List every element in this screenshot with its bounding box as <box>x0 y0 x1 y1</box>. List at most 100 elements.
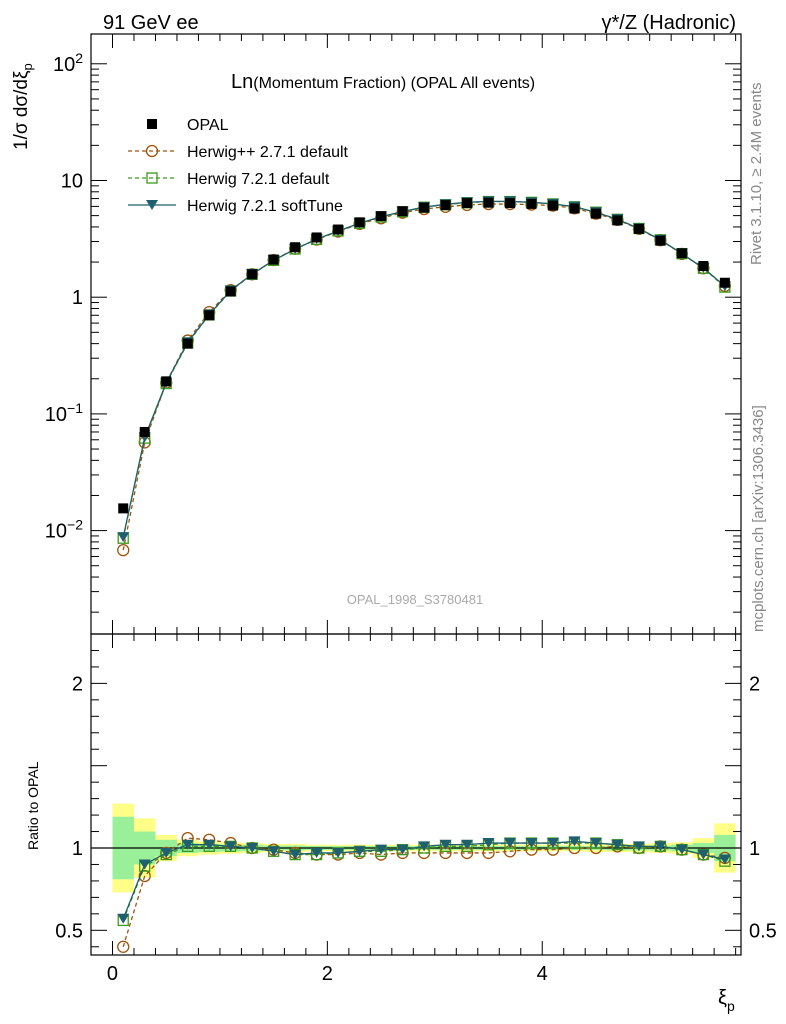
title-rest: (Momentum Fraction) (OPAL All events) <box>253 75 535 92</box>
main-point-opal-28 <box>719 277 730 288</box>
main-point-opal-7 <box>268 254 279 265</box>
main-y-axis-label: 1/σ dσ/dξp <box>11 63 35 150</box>
ratio-point-herwig-7-2-1-softtune-6 <box>246 843 259 853</box>
axes-frames: 0 2 4 10−2 10−1 1 10 102 0.5 0.5 1 1 2 2 <box>45 33 777 985</box>
header-right: γ*/Z (Hadronic) <box>602 12 736 34</box>
main-point-opal-17 <box>483 197 494 208</box>
ratio-point-herwig-7-2-1-softtune-10 <box>332 847 345 858</box>
ratio-point-herwig-7-2-1-softtune-27 <box>697 849 710 860</box>
main-point-opal-5 <box>225 286 236 297</box>
legend-marker-herwig7-default <box>146 172 158 184</box>
rivet-label: Rivet 3.1.10, ≥ 2.4M events <box>748 83 765 266</box>
main-point-opal-13 <box>397 206 408 217</box>
ratio-point-herwig-7-2-1-softtune-26 <box>675 844 688 855</box>
main-point-opal-8 <box>290 242 301 253</box>
mcplots-label: mcplots.cern.ch [arXiv:1306.3436] <box>750 405 767 632</box>
legend-label-opal: OPAL <box>187 117 229 134</box>
ratio-point-herwig-7-2-1-softtune-17 <box>482 838 495 849</box>
ratio-line-herwig-7-2-1-default <box>122 842 726 921</box>
ratio-y-tick-label-left-1: 1 <box>72 838 83 860</box>
main-point-opal-12 <box>376 211 387 222</box>
ratio-y-tick-label-left-2: 2 <box>72 673 83 695</box>
ratio-point-herwig-7-2-1-softtune-22 <box>589 838 602 849</box>
main-point-opal-14 <box>419 202 430 213</box>
main-point-opal-2 <box>161 376 172 387</box>
ratio-point-herwig-7-2-1-softtune-25 <box>654 841 667 852</box>
main-point-opal-21 <box>569 203 580 214</box>
main-point-opal-15 <box>440 200 451 211</box>
ratio-plot-area <box>91 803 741 953</box>
analysis-watermark: OPAL_1998_S3780481 <box>347 592 483 607</box>
ratio-point-herwig-7-2-1-softtune-21 <box>568 836 581 847</box>
legend-label-herwig7-default: Herwig 7.2.1 default <box>187 171 330 188</box>
main-point-opal-6 <box>247 269 258 280</box>
main-point-opal-26 <box>676 248 687 259</box>
main-point-opal-24 <box>633 223 644 234</box>
main-line-herwig-2-7-1-default <box>122 203 726 551</box>
main-point-herwig-7-2-1-softtune-0 <box>117 532 130 543</box>
main-y-tick-label-100: 102 <box>53 50 83 76</box>
ratio-y-axis-label: Ratio to OPAL <box>25 761 41 850</box>
main-point-opal-11 <box>354 217 365 228</box>
main-y-tick-label-0.1: 10−1 <box>45 400 83 426</box>
ratio-point-herwig-7-2-1-softtune-7 <box>267 846 280 857</box>
legend-entry-herwig7-default: Herwig 7.2.1 default <box>128 171 330 188</box>
ratio-point-herwig-7-2-1-softtune-9 <box>310 847 323 858</box>
main-point-opal-10 <box>333 224 344 235</box>
ratio-point-herwig-7-2-1-softtune-12 <box>375 844 388 855</box>
ratio-line-herwig-2-7-1-default <box>122 837 725 947</box>
ratio-point-herwig-7-2-1-softtune-20 <box>546 838 559 849</box>
ratio-point-herwig-7-2-1-softtune-23 <box>611 839 624 850</box>
ratio-point-herwig-7-2-1-softtune-11 <box>353 846 366 857</box>
legend: OPAL Herwig++ 2.7.1 default Herwig 7.2.1… <box>128 117 349 215</box>
legend-marker-herwig7-softtune <box>146 200 158 210</box>
ratio-point-herwig-7-2-1-softtune-16 <box>461 839 474 850</box>
header-left: 91 GeV ee <box>103 12 199 34</box>
ratio-point-herwig-7-2-1-softtune-4 <box>203 839 216 850</box>
ratio-point-herwig-7-2-1-softtune-8 <box>289 849 302 860</box>
main-point-herwig-2-7-1-default-0 <box>117 543 130 557</box>
main-y-tick-label-0.01: 10−2 <box>45 517 83 543</box>
main-line-herwig-7-2-1-softtune <box>122 200 726 538</box>
ratio-y-tick-label-right-1: 1 <box>749 838 760 860</box>
main-point-opal-16 <box>462 198 473 209</box>
x-tick-label-0: 0 <box>107 963 118 985</box>
legend-entry-herwigpp: Herwig++ 2.7.1 default <box>128 144 349 161</box>
main-plot-title: Ln(Momentum Fraction) (OPAL All events) <box>231 71 535 93</box>
main-point-opal-25 <box>655 235 666 246</box>
main-line-herwig-7-2-1-default <box>122 200 726 539</box>
ratio-point-herwig-7-2-1-softtune-1 <box>138 859 151 870</box>
ratio-y-tick-label-right-0.5: 0.5 <box>749 920 777 942</box>
main-y-tick-label-1: 1 <box>72 287 83 309</box>
legend-marker-herwigpp <box>145 144 159 158</box>
ratio-point-herwig-7-2-1-softtune-13 <box>396 844 409 855</box>
legend-entry-herwig7-softtune: Herwig 7.2.1 softTune <box>128 198 343 215</box>
x-axis-label: ξp <box>718 987 735 1014</box>
ratio-point-herwig-7-2-1-softtune-2 <box>160 847 173 858</box>
main-point-opal-3 <box>182 338 193 349</box>
ratio-point-herwig-7-2-1-softtune-3 <box>181 839 194 850</box>
ratio-point-herwig-7-2-1-softtune-5 <box>224 841 237 852</box>
main-point-opal-0 <box>118 503 129 514</box>
main-point-opal-19 <box>526 198 537 209</box>
main-plot-area <box>117 195 732 557</box>
x-tick-label-4: 4 <box>537 963 548 985</box>
ratio-point-herwig-7-2-1-softtune-14 <box>418 841 431 852</box>
ratio-plot-frame <box>90 633 742 956</box>
legend-label-herwigpp: Herwig++ 2.7.1 default <box>187 144 349 161</box>
legend-entry-opal: OPAL <box>147 117 229 134</box>
main-point-opal-22 <box>590 208 601 219</box>
ratio-point-herwig-7-2-1-softtune-24 <box>632 841 645 852</box>
main-y-tick-label-10: 10 <box>61 170 83 192</box>
ratio-point-herwig-7-2-1-softtune-0 <box>117 913 130 924</box>
ratio-point-herwig-2-7-1-default-0 <box>117 940 130 953</box>
legend-label-herwig7-softtune: Herwig 7.2.1 softTune <box>187 198 343 215</box>
ratio-point-herwig-7-2-1-softtune-15 <box>439 839 452 850</box>
main-point-opal-4 <box>204 310 215 321</box>
x-tick-label-2: 2 <box>322 963 333 985</box>
main-point-opal-23 <box>612 215 623 226</box>
ratio-y-tick-label-left-0.5: 0.5 <box>55 920 83 942</box>
title-main: Ln <box>231 71 253 93</box>
main-point-opal-27 <box>698 261 709 272</box>
